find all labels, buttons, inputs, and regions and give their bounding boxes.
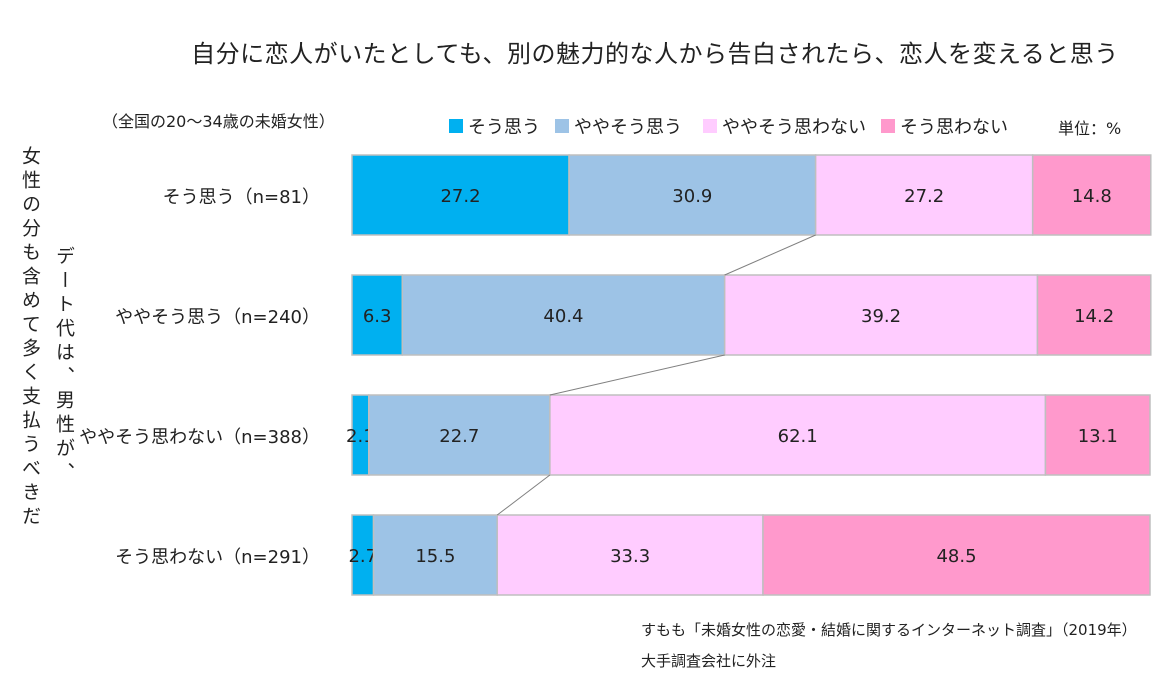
data-label: 62.1 — [778, 426, 818, 447]
data-label: 33.3 — [610, 546, 650, 567]
data-label: 6.3 — [363, 306, 392, 327]
source-note: すもも「未婚女性の恋愛・結婚に関するインターネット調査」（2019年） — [641, 621, 1137, 639]
row-label: ややそう思わない（n=388） — [79, 427, 320, 448]
legend-label: ややそう思う — [574, 117, 682, 138]
chart-title: 自分に恋人がいたとしても、別の魅力的な人から告白されたら、恋人を変えると思う — [191, 40, 1119, 68]
data-label: 27.2 — [904, 186, 944, 207]
data-label: 13.1 — [1078, 426, 1118, 447]
bar-segment — [1044, 394, 1151, 476]
data-label: 2.7 — [348, 546, 377, 567]
series-line — [496, 474, 551, 516]
bar-segment — [401, 274, 726, 356]
bar-segment — [351, 154, 570, 236]
legend-swatch — [881, 119, 895, 133]
data-label: 48.5 — [936, 546, 976, 567]
bar-segment — [762, 514, 1151, 596]
series-line — [724, 234, 816, 276]
bar-segment — [496, 514, 764, 596]
data-label: 2.1 — [346, 426, 375, 447]
legend-label: そう思う — [468, 117, 540, 138]
bar-segment — [372, 514, 498, 596]
bar-segment — [814, 154, 1034, 236]
bar-segment — [723, 274, 1039, 356]
legend-swatch — [555, 119, 569, 133]
legend-item: ややそう思わない — [703, 113, 866, 139]
legend-swatch — [449, 119, 463, 133]
legend-item: ややそう思う — [555, 113, 682, 139]
bar-segment — [1036, 274, 1152, 356]
unit-label: 単位：% — [1058, 119, 1122, 138]
legend-item: そう思う — [449, 113, 540, 139]
legend-item: そう思わない — [881, 113, 1008, 139]
bar-segment — [568, 154, 817, 236]
data-label: 14.8 — [1072, 186, 1112, 207]
bar-segment — [1031, 154, 1152, 236]
source-vendor-note: 大手調査会社に外注 — [641, 652, 777, 670]
data-label: 14.2 — [1074, 306, 1114, 327]
data-label: 22.7 — [439, 426, 479, 447]
row-label: そう思わない（n=291） — [115, 547, 320, 568]
chart-subtitle: （全国の20～34歳の未婚女性） — [102, 112, 335, 131]
data-label: 40.4 — [543, 306, 583, 327]
y-axis-label-outer: 女性の分も含めて多く支払うべきだ — [19, 146, 41, 530]
data-label: 30.9 — [672, 186, 712, 207]
row-label: ややそう思う（n=240） — [115, 307, 320, 328]
data-label: 39.2 — [861, 306, 901, 327]
row-label: そう思う（n=81） — [162, 187, 320, 208]
legend-label: ややそう思わない — [722, 117, 866, 138]
series-line — [549, 354, 725, 396]
y-axis-label-inner: デート代は、男性が、 — [53, 246, 75, 486]
legend-label: そう思わない — [900, 117, 1008, 138]
legend-swatch — [703, 119, 717, 133]
data-label: 15.5 — [415, 546, 455, 567]
data-label: 27.2 — [440, 186, 480, 207]
